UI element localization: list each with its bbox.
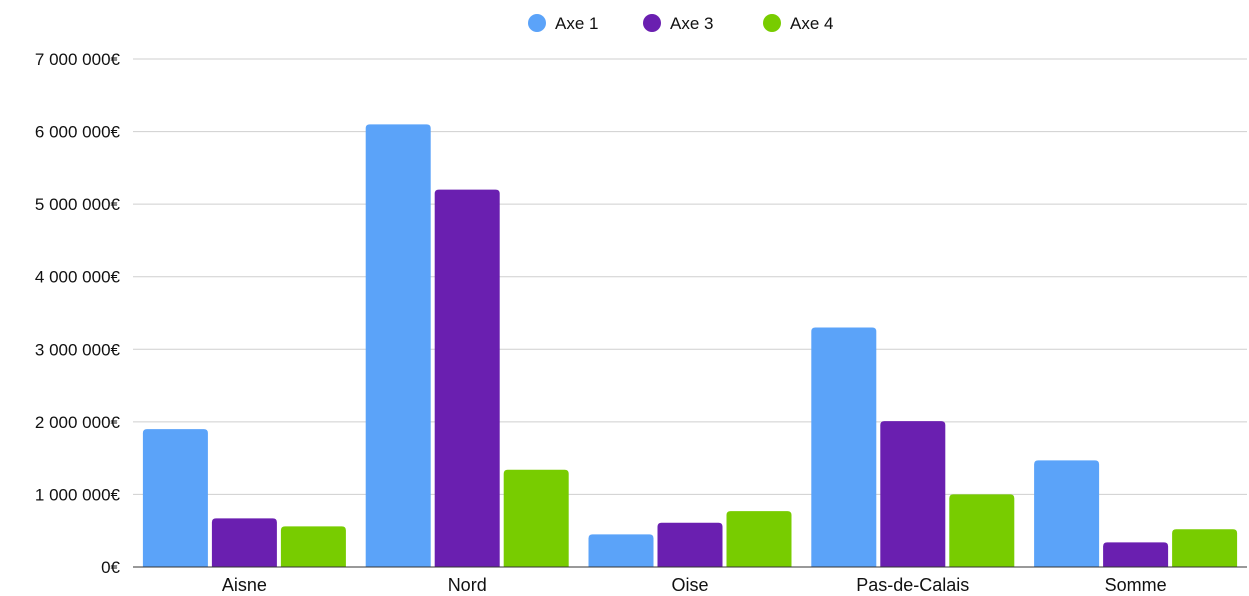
bar-axe-1-aisne xyxy=(142,429,208,567)
gridlines xyxy=(133,58,1247,495)
bar-axe-3-nord xyxy=(434,189,500,567)
y-tick-label: 6 000 000€ xyxy=(35,123,121,142)
legend-item: Axe 4 xyxy=(763,14,833,33)
bar-axe-1-pas-de-calais xyxy=(811,327,877,567)
x-category-label: Oise xyxy=(671,575,708,595)
legend-item: Axe 1 xyxy=(528,14,598,33)
legend-swatch xyxy=(763,14,781,32)
legend-item: Axe 3 xyxy=(643,14,713,33)
y-tick-label: 5 000 000€ xyxy=(35,195,121,214)
legend-label: Axe 4 xyxy=(790,14,833,33)
legend-label: Axe 3 xyxy=(670,14,713,33)
bar-axe-4-pas-de-calais xyxy=(949,494,1015,567)
bar-axe-3-somme xyxy=(1103,542,1169,567)
bar-axe-4-nord xyxy=(503,469,569,567)
bar-axe-1-somme xyxy=(1034,460,1100,567)
bars xyxy=(142,124,1238,568)
y-tick-label: 4 000 000€ xyxy=(35,268,121,287)
y-tick-label: 2 000 000€ xyxy=(35,413,121,432)
x-axis-category-labels: Aisne Nord Oise Pas-de-Calais Somme xyxy=(222,575,1167,595)
bar-axe-4-oise xyxy=(726,511,792,567)
legend: Axe 1 Axe 3 Axe 4 xyxy=(528,14,833,33)
y-tick-label: 0€ xyxy=(101,558,120,577)
bar-axe-3-pas-de-calais xyxy=(880,421,946,567)
legend-label: Axe 1 xyxy=(555,14,598,33)
bar-axe-4-aisne xyxy=(280,526,346,567)
bar-axe-4-somme xyxy=(1172,529,1238,567)
bar-axe-3-oise xyxy=(657,522,723,567)
legend-swatch xyxy=(643,14,661,32)
bar-axe-1-nord xyxy=(365,124,431,568)
y-tick-label: 3 000 000€ xyxy=(35,340,121,359)
x-category-label: Aisne xyxy=(222,575,267,595)
bar-axe-3-aisne xyxy=(211,518,277,567)
x-category-label: Nord xyxy=(448,575,487,595)
y-axis-tick-labels: 0€ 1 000 000€ 2 000 000€ 3 000 000€ 4 000 00… xyxy=(35,50,121,577)
x-category-label: Somme xyxy=(1105,575,1167,595)
x-category-label: Pas-de-Calais xyxy=(856,575,969,595)
y-tick-label: 1 000 000€ xyxy=(35,485,121,504)
y-tick-label: 7 000 000€ xyxy=(35,50,121,69)
legend-swatch xyxy=(528,14,546,32)
bar-axe-1-oise xyxy=(588,534,654,567)
